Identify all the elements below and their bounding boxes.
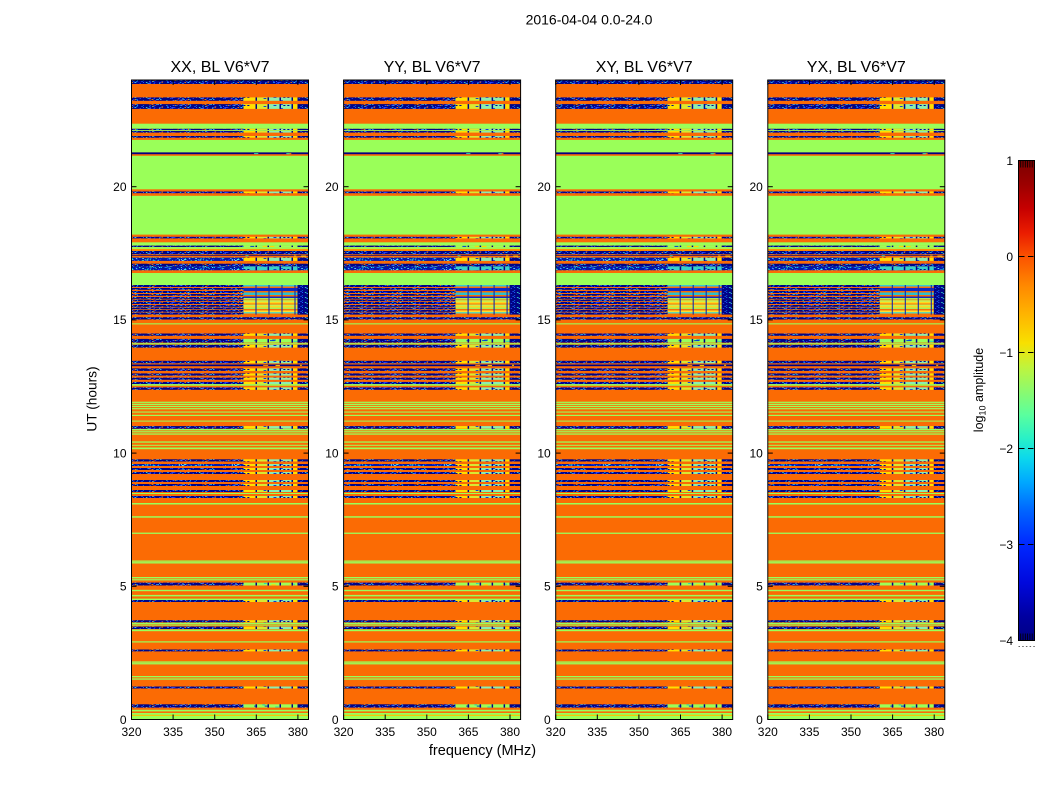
svg-text:XX, BL V6*V7: XX, BL V6*V7 — [170, 59, 269, 76]
svg-text:2016-04-04 0.0-24.0: 2016-04-04 0.0-24.0 — [526, 12, 653, 28]
svg-text:YX, BL V6*V7: YX, BL V6*V7 — [807, 59, 906, 76]
svg-text:frequency (MHz): frequency (MHz) — [429, 743, 536, 759]
svg-text:UT (hours): UT (hours) — [85, 366, 100, 431]
svg-text:log10 amplitude: log10 amplitude — [972, 348, 988, 432]
svg-text:−1: −1 — [999, 346, 1013, 360]
svg-text:XY, BL V6*V7: XY, BL V6*V7 — [596, 59, 693, 76]
svg-text:1: 1 — [1006, 154, 1013, 168]
svg-text:−3: −3 — [999, 538, 1013, 552]
svg-text:−2: −2 — [999, 442, 1013, 456]
svg-text:−4: −4 — [999, 634, 1013, 648]
svg-text:0: 0 — [1006, 250, 1013, 264]
svg-text:YY, BL V6*V7: YY, BL V6*V7 — [384, 59, 481, 76]
